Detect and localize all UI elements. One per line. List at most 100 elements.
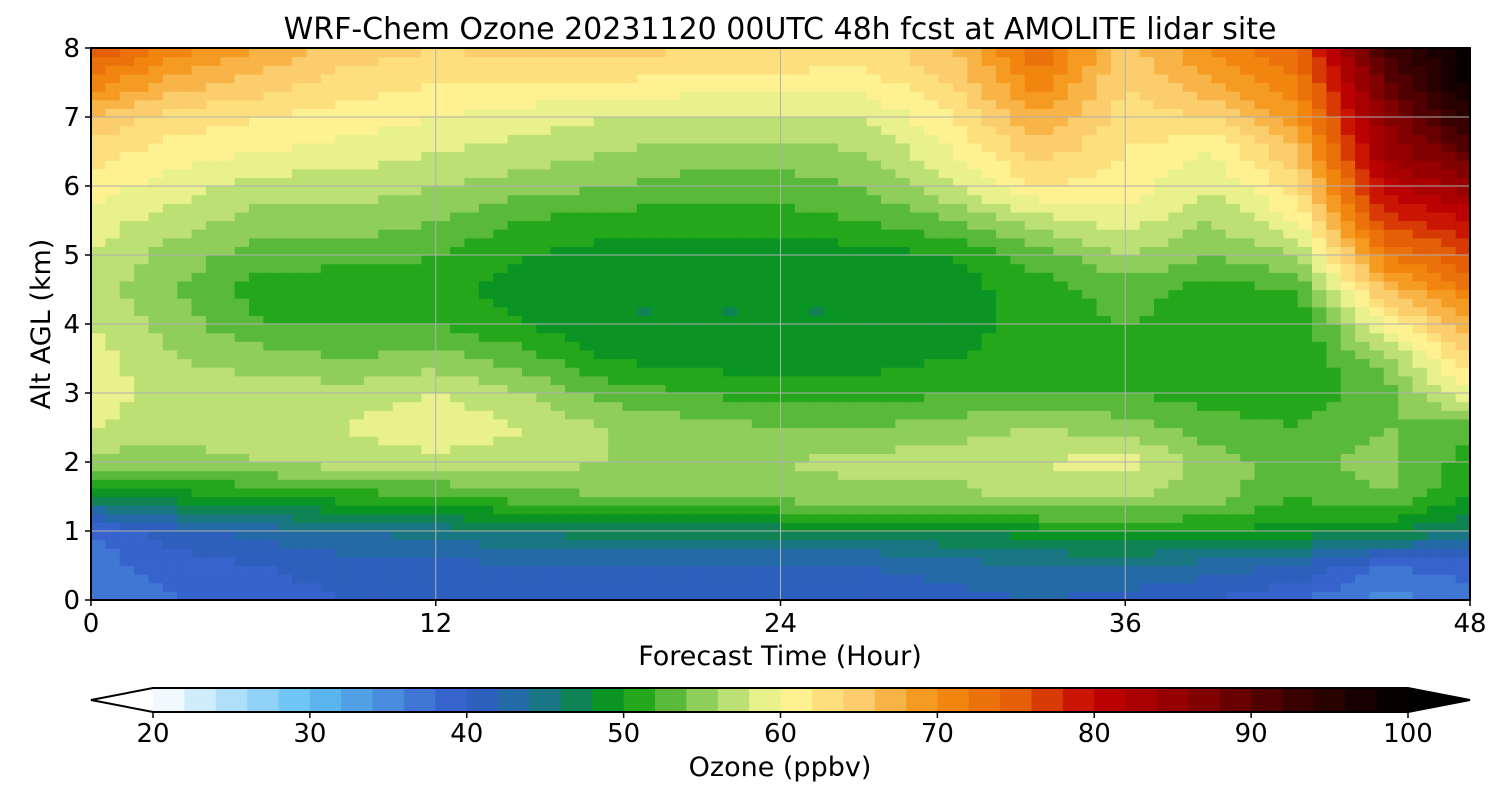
contour-cell	[1024, 220, 1040, 230]
contour-cell	[292, 194, 308, 204]
contour-cell	[723, 470, 738, 480]
contour-cell	[1082, 229, 1098, 239]
contour-cell	[651, 496, 667, 506]
contour-cell	[349, 539, 365, 549]
contour-cell	[177, 177, 193, 187]
contour-cell	[679, 384, 695, 394]
contour-cell	[651, 462, 667, 472]
contour-cell	[363, 487, 379, 498]
contour-cell	[967, 418, 983, 429]
contour-cell	[335, 211, 351, 222]
contour-cell	[493, 272, 509, 282]
contour-cell	[837, 306, 853, 316]
contour-cell	[780, 453, 796, 463]
contour-cell	[1010, 324, 1026, 334]
contour-cell	[507, 384, 523, 394]
contour-cell	[1355, 186, 1371, 196]
contour-cell	[665, 177, 681, 187]
contour-cell	[450, 306, 466, 316]
contour-cell	[1053, 220, 1069, 230]
contour-cell	[1153, 186, 1169, 196]
contour-cell	[349, 151, 365, 161]
contour-cell	[1153, 565, 1169, 575]
contour-cell	[421, 160, 437, 170]
contour-cell	[392, 168, 408, 178]
contour-cell	[952, 531, 968, 541]
contour-cell	[866, 298, 882, 308]
contour-cell	[407, 470, 422, 480]
contour-cell	[306, 168, 322, 178]
contour-cell	[1383, 332, 1399, 342]
contour-cell	[651, 237, 667, 247]
contour-cell	[723, 462, 738, 472]
contour-cell	[91, 324, 106, 334]
contour-cell	[1426, 444, 1442, 454]
contour-cell	[1283, 298, 1299, 308]
contour-cell	[723, 255, 738, 265]
contour-cell	[306, 565, 322, 575]
contour-cell	[205, 453, 221, 463]
contour-cell	[1010, 531, 1026, 541]
contour-cell	[450, 160, 466, 170]
contour-cell	[1168, 160, 1184, 170]
contour-cell	[651, 393, 667, 403]
contour-cell	[177, 427, 193, 437]
contour-cell	[1197, 401, 1213, 411]
contour-cell	[1398, 272, 1414, 282]
contour-cell	[1139, 315, 1155, 325]
contour-cell	[1369, 401, 1385, 411]
contour-cell	[694, 151, 710, 161]
contour-cell	[105, 194, 121, 204]
contour-cell	[981, 349, 997, 360]
contour-cell	[1024, 211, 1040, 222]
contour-cell	[177, 574, 193, 584]
contour-cell	[435, 591, 451, 601]
contour-cell	[924, 341, 940, 351]
contour-cell	[507, 505, 523, 515]
contour-cell	[292, 548, 308, 558]
contour-cell	[1426, 539, 1442, 549]
contour-cell	[967, 168, 983, 178]
contour-cell	[1326, 496, 1342, 506]
contour-cell	[1355, 522, 1371, 532]
contour-cell	[665, 401, 681, 411]
contour-cell	[1024, 548, 1040, 558]
contour-cell	[952, 548, 968, 558]
contour-cell	[1441, 246, 1457, 256]
contour-cell	[407, 220, 422, 230]
contour-cell	[1240, 177, 1256, 187]
contour-cell	[536, 453, 552, 463]
contour-cell	[909, 531, 925, 541]
contour-cell	[435, 462, 451, 472]
contour-cell	[249, 470, 264, 480]
contour-cell	[1311, 436, 1327, 446]
contour-cell	[1110, 186, 1126, 196]
contour-cell	[249, 556, 264, 567]
contour-cell	[536, 349, 552, 360]
contour-cell	[837, 505, 853, 515]
contour-cell	[349, 298, 365, 308]
contour-cell	[766, 341, 782, 351]
contour-cell	[550, 556, 566, 567]
contour-cell	[1039, 591, 1055, 601]
contour-cell	[234, 358, 250, 368]
contour-cell	[536, 591, 552, 601]
contour-cell	[1240, 341, 1256, 351]
contour-cell	[967, 384, 983, 394]
contour-cell	[895, 349, 911, 360]
contour-cell	[464, 410, 480, 420]
contour-cell	[249, 513, 264, 523]
contour-cell	[134, 401, 150, 411]
contour-cell	[464, 272, 480, 282]
contour-cell	[809, 470, 825, 480]
contour-cell	[435, 341, 451, 351]
contour-cell	[1153, 177, 1169, 187]
contour-cell	[837, 496, 853, 506]
contour-cell	[780, 505, 796, 515]
contour-cell	[1082, 418, 1098, 429]
contour-cell	[1355, 479, 1371, 489]
contour-cell	[837, 341, 853, 351]
contour-cell	[665, 298, 681, 308]
contour-cell	[995, 393, 1011, 403]
contour-cell	[708, 375, 724, 385]
